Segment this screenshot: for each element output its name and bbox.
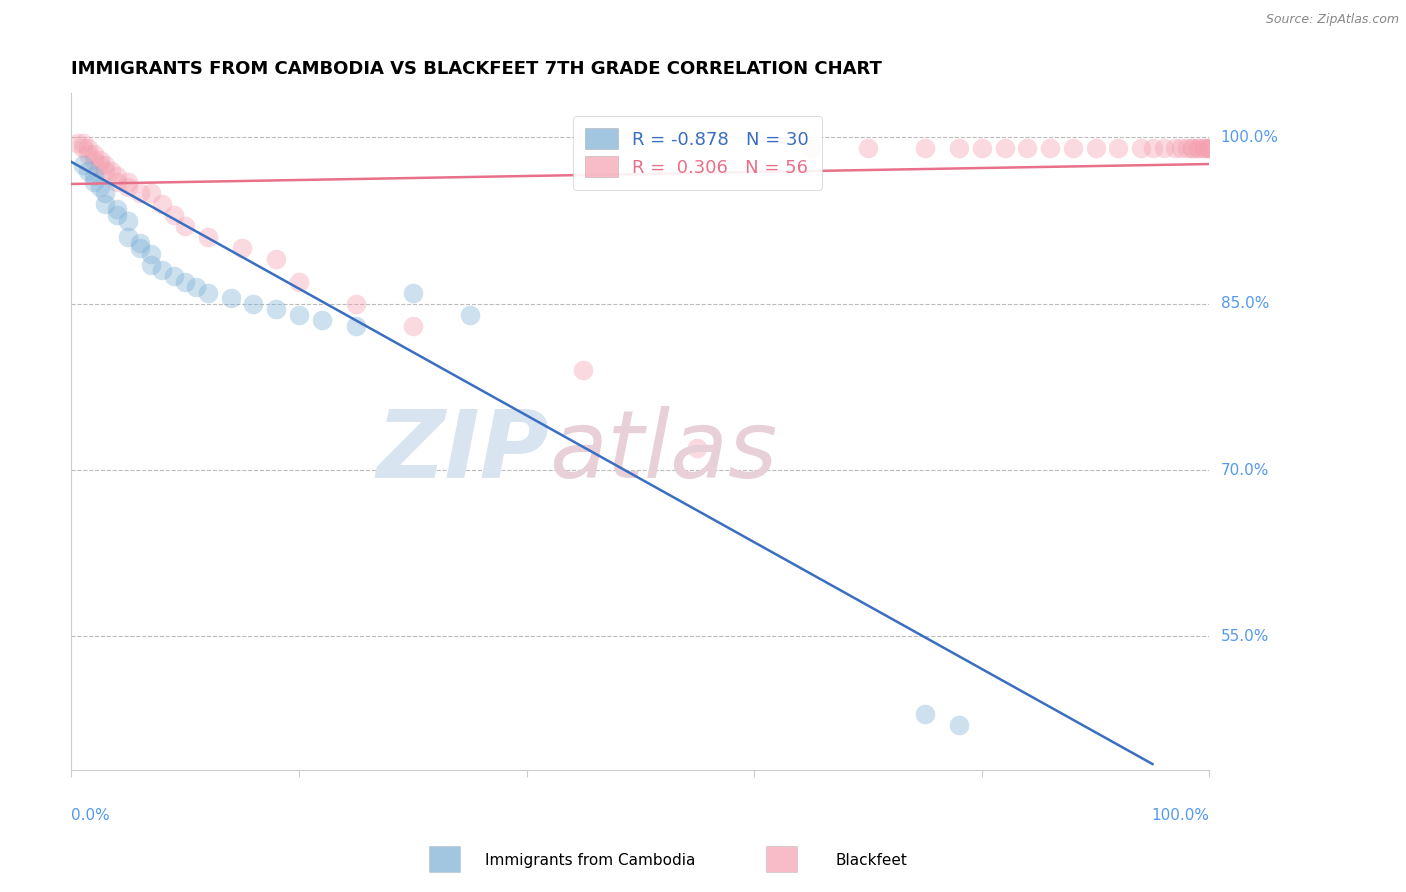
Point — [89, 153, 111, 167]
Point — [72, 136, 94, 150]
Point — [1187, 141, 1209, 155]
Point — [231, 241, 253, 255]
Point — [1130, 141, 1153, 155]
Point — [219, 291, 242, 305]
Point — [77, 147, 100, 161]
Text: Blackfeet: Blackfeet — [835, 853, 908, 868]
Point — [1192, 141, 1215, 155]
Text: Source: ZipAtlas.com: Source: ZipAtlas.com — [1265, 13, 1399, 27]
Point — [993, 141, 1015, 155]
Point — [117, 180, 139, 194]
Point — [94, 163, 117, 178]
Point — [139, 258, 162, 272]
Point — [100, 163, 122, 178]
Point — [174, 275, 197, 289]
Point — [1142, 141, 1164, 155]
Point — [163, 208, 186, 222]
Point — [1175, 141, 1198, 155]
Text: 100.0%: 100.0% — [1220, 130, 1278, 145]
Point — [402, 318, 425, 333]
Point — [264, 302, 287, 317]
Point — [72, 158, 94, 172]
Point — [139, 186, 162, 200]
Point — [402, 285, 425, 300]
Point — [970, 141, 993, 155]
Point — [1181, 141, 1204, 155]
Point — [1198, 141, 1220, 155]
Point — [128, 186, 150, 200]
Point — [1164, 141, 1187, 155]
Point — [105, 169, 128, 184]
Point — [288, 308, 311, 322]
Point — [1017, 141, 1039, 155]
Point — [128, 241, 150, 255]
Text: 100.0%: 100.0% — [1152, 808, 1209, 823]
Point — [94, 158, 117, 172]
Point — [150, 263, 173, 277]
Point — [914, 141, 936, 155]
Text: IMMIGRANTS FROM CAMBODIA VS BLACKFEET 7TH GRADE CORRELATION CHART: IMMIGRANTS FROM CAMBODIA VS BLACKFEET 7T… — [72, 60, 882, 78]
Point — [89, 158, 111, 172]
Point — [77, 141, 100, 155]
Point — [117, 213, 139, 227]
Point — [83, 175, 105, 189]
Point — [948, 718, 970, 732]
Text: Immigrants from Cambodia: Immigrants from Cambodia — [485, 853, 696, 868]
Point — [1192, 141, 1215, 155]
Point — [105, 202, 128, 217]
Text: 55.0%: 55.0% — [1220, 629, 1268, 644]
Point — [83, 153, 105, 167]
Point — [1039, 141, 1062, 155]
Point — [1170, 141, 1192, 155]
Point — [856, 141, 879, 155]
Point — [105, 175, 128, 189]
Point — [572, 363, 595, 377]
Point — [83, 169, 105, 184]
Point — [94, 186, 117, 200]
Text: 85.0%: 85.0% — [1220, 296, 1268, 311]
Point — [458, 308, 481, 322]
Point — [197, 285, 219, 300]
Point — [948, 141, 970, 155]
Point — [83, 147, 105, 161]
Text: ZIP: ZIP — [377, 406, 550, 498]
Point — [311, 313, 333, 327]
Point — [197, 230, 219, 244]
Point — [150, 197, 173, 211]
Point — [264, 252, 287, 267]
Point — [686, 441, 709, 455]
Text: atlas: atlas — [550, 406, 778, 497]
Point — [174, 219, 197, 234]
Point — [1181, 141, 1204, 155]
Point — [344, 297, 367, 311]
Point — [139, 247, 162, 261]
Point — [800, 141, 823, 155]
Point — [1187, 141, 1209, 155]
Point — [288, 275, 311, 289]
Point — [72, 141, 94, 155]
Point — [117, 230, 139, 244]
Point — [163, 268, 186, 283]
Point — [1198, 141, 1220, 155]
Legend: R = -0.878   N = 30, R =  0.306   N = 56: R = -0.878 N = 30, R = 0.306 N = 56 — [572, 116, 821, 190]
Point — [1198, 141, 1220, 155]
Point — [77, 163, 100, 178]
Point — [128, 235, 150, 250]
Point — [242, 297, 264, 311]
Point — [1107, 141, 1129, 155]
Point — [1062, 141, 1084, 155]
Point — [344, 318, 367, 333]
Point — [186, 280, 208, 294]
Point — [1084, 141, 1107, 155]
Point — [1153, 141, 1175, 155]
Point — [89, 180, 111, 194]
Point — [105, 208, 128, 222]
Point — [914, 707, 936, 722]
Point — [66, 136, 89, 150]
Text: 70.0%: 70.0% — [1220, 463, 1268, 477]
Point — [94, 197, 117, 211]
Text: 0.0%: 0.0% — [72, 808, 110, 823]
Point — [117, 175, 139, 189]
